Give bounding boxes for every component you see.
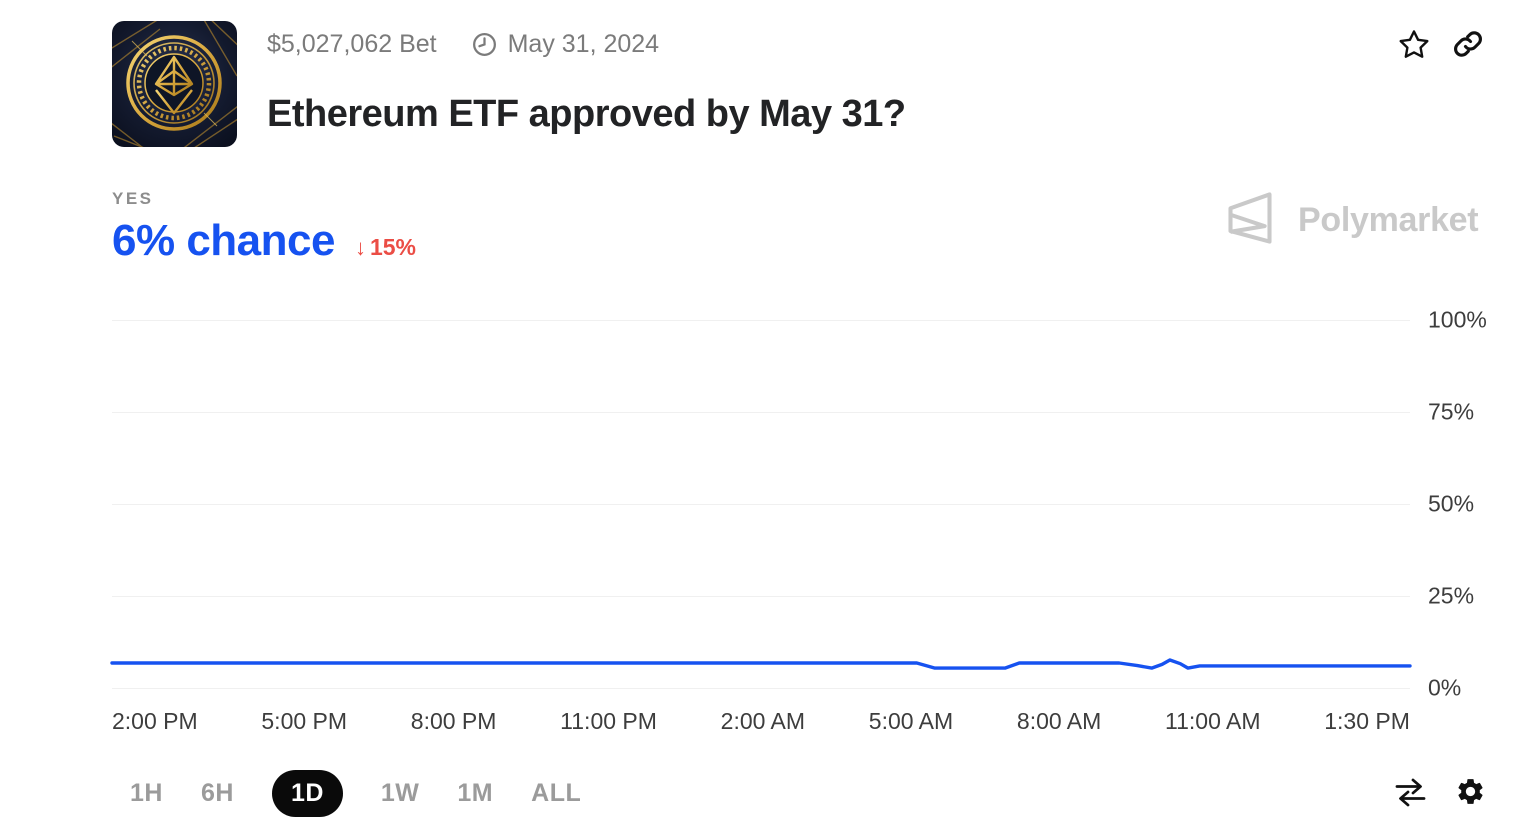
y-axis-tick: 50% — [1428, 490, 1475, 517]
range-button-1d[interactable]: 1D — [271, 770, 343, 817]
star-button[interactable] — [1398, 28, 1430, 63]
x-axis-tick: 1:30 PM — [1324, 708, 1410, 734]
range-button-6h[interactable]: 6H — [200, 779, 234, 807]
y-axis-tick: 75% — [1428, 398, 1475, 425]
range-button-1w[interactable]: 1W — [380, 779, 420, 807]
range-button-1m[interactable]: 1M — [457, 779, 494, 807]
price-line — [112, 660, 1410, 668]
x-axis-tick: 2:00 PM — [112, 708, 198, 734]
gridline-50 — [112, 504, 1410, 505]
time-range-selector: 1H 6H 1D 1W 1M ALL — [130, 770, 581, 817]
star-icon — [1398, 28, 1430, 63]
bet-amount: $5,027,062 Bet — [267, 30, 437, 58]
header-actions — [1398, 28, 1483, 63]
x-axis-tick: 11:00 AM — [1165, 708, 1261, 734]
probability-line-plot — [112, 320, 1410, 688]
gear-icon — [1455, 776, 1486, 810]
market-header: $5,027,062 Bet May 31, 2024 Ethereum ETF… — [112, 21, 906, 147]
range-button-1h[interactable]: 1H — [130, 779, 163, 807]
x-axis: 2:00 PM 5:00 PM 8:00 PM 11:00 PM 2:00 AM… — [112, 708, 1410, 735]
range-button-all[interactable]: ALL — [531, 779, 582, 807]
watermark-brand: Polymarket — [1298, 201, 1479, 239]
price-change-value: 15% — [369, 234, 417, 260]
settings-button[interactable] — [1455, 776, 1486, 810]
gridline-75 — [112, 412, 1410, 413]
x-axis-tick: 11:00 PM — [560, 708, 657, 734]
copy-link-button[interactable] — [1453, 29, 1483, 62]
x-axis-tick: 2:00 AM — [720, 708, 806, 734]
y-axis-tick: 100% — [1428, 306, 1487, 333]
end-date: May 31, 2024 — [507, 30, 660, 58]
price-chart[interactable]: 100% 75% 50% 25% 0% — [112, 307, 1487, 701]
x-axis-tick: 5:00 AM — [868, 708, 954, 734]
market-thumbnail — [112, 21, 237, 147]
gridline-100 — [112, 320, 1410, 321]
price-change: ↓ 15% — [355, 234, 416, 261]
outcome-label: YES — [112, 189, 154, 208]
ethereum-coin-image — [112, 21, 237, 147]
outcome-block: YES 6% chance ↓ 15% — [112, 189, 416, 266]
y-axis-tick: 0% — [1428, 674, 1462, 701]
polymarket-watermark: Polymarket — [1224, 190, 1479, 251]
toggle-axis-button[interactable] — [1394, 777, 1427, 810]
arrow-down-icon: ↓ — [354, 235, 366, 260]
chart-actions — [1394, 776, 1486, 810]
chance-value: 6% chance — [112, 216, 335, 265]
x-axis-tick: 5:00 PM — [261, 708, 348, 734]
market-title: Ethereum ETF approved by May 31? — [267, 93, 906, 135]
swap-arrows-icon — [1394, 777, 1427, 810]
link-icon — [1453, 29, 1483, 62]
polymarket-logo-icon — [1224, 190, 1276, 251]
clock-icon — [471, 31, 498, 58]
x-axis-tick: 8:00 PM — [410, 708, 497, 734]
x-axis-tick: 8:00 AM — [1016, 708, 1102, 734]
market-meta: $5,027,062 Bet May 31, 2024 — [267, 30, 906, 59]
gridline-0 — [112, 688, 1410, 689]
gridline-25 — [112, 596, 1410, 597]
y-axis-tick: 25% — [1428, 582, 1475, 609]
